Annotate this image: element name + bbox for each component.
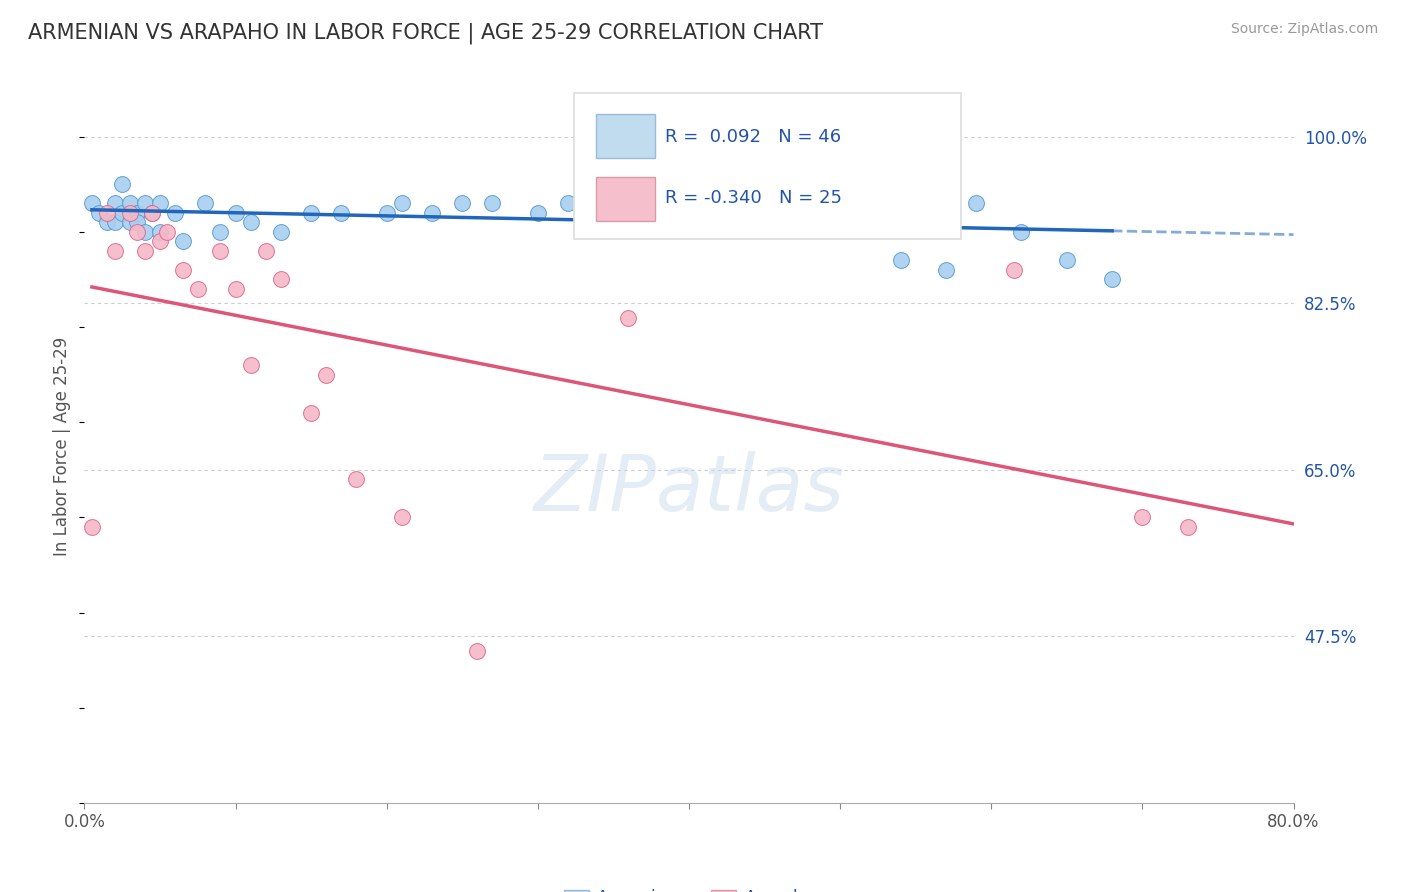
Point: [391, 196, 413, 211]
Point: [134, 196, 156, 211]
Point: [156, 225, 179, 239]
FancyBboxPatch shape: [574, 93, 962, 239]
Point: [557, 196, 579, 211]
Point: [239, 358, 262, 372]
Text: ARMENIAN VS ARAPAHO IN LABOR FORCE | AGE 25-29 CORRELATION CHART: ARMENIAN VS ARAPAHO IN LABOR FORCE | AGE…: [28, 22, 823, 44]
Point: [172, 235, 194, 249]
Point: [141, 206, 163, 220]
Point: [315, 368, 337, 382]
Point: [149, 196, 172, 211]
Point: [134, 225, 156, 239]
Point: [80, 196, 103, 211]
Point: [172, 263, 194, 277]
Point: [481, 196, 503, 211]
Point: [89, 206, 111, 220]
Text: ZIPatlas: ZIPatlas: [533, 450, 845, 527]
Point: [165, 206, 187, 220]
FancyBboxPatch shape: [596, 114, 655, 159]
Point: [127, 215, 149, 229]
Text: Source: ZipAtlas.com: Source: ZipAtlas.com: [1230, 22, 1378, 37]
Point: [375, 206, 398, 220]
Legend: Armenians, Arapaho: Armenians, Arapaho: [557, 882, 821, 892]
Point: [935, 263, 957, 277]
Point: [187, 282, 209, 296]
Point: [420, 206, 443, 220]
Point: [1177, 520, 1199, 534]
Point: [80, 520, 103, 534]
Point: [1101, 272, 1123, 286]
Point: [118, 215, 141, 229]
Point: [1011, 225, 1033, 239]
Point: [769, 186, 792, 201]
Point: [149, 235, 172, 249]
Point: [96, 215, 118, 229]
Point: [118, 196, 141, 211]
Point: [814, 196, 837, 211]
Point: [738, 215, 761, 229]
Point: [104, 244, 127, 258]
FancyBboxPatch shape: [596, 177, 655, 221]
Point: [194, 196, 217, 211]
Point: [391, 510, 413, 524]
Point: [104, 196, 127, 211]
Point: [467, 643, 489, 657]
Point: [451, 196, 474, 211]
Point: [127, 225, 149, 239]
Point: [330, 206, 353, 220]
Text: R =  0.092   N = 46: R = 0.092 N = 46: [665, 128, 841, 146]
Point: [270, 225, 292, 239]
Point: [617, 310, 640, 325]
Y-axis label: In Labor Force | Age 25-29: In Labor Force | Age 25-29: [53, 336, 72, 556]
Point: [104, 215, 127, 229]
Point: [299, 206, 322, 220]
Point: [299, 406, 322, 420]
Point: [527, 206, 550, 220]
Point: [678, 196, 700, 211]
Point: [118, 206, 141, 220]
Point: [225, 206, 247, 220]
Point: [127, 206, 149, 220]
Point: [965, 196, 987, 211]
Point: [709, 186, 731, 201]
Point: [111, 206, 134, 220]
Point: [225, 282, 247, 296]
Point: [1056, 253, 1078, 268]
Point: [149, 225, 172, 239]
Point: [1002, 263, 1025, 277]
Point: [209, 225, 232, 239]
Point: [254, 244, 277, 258]
Point: [633, 196, 655, 211]
Point: [141, 206, 163, 220]
Point: [134, 244, 156, 258]
Point: [602, 186, 624, 201]
Point: [270, 272, 292, 286]
Text: R = -0.340   N = 25: R = -0.340 N = 25: [665, 189, 842, 207]
Point: [346, 472, 368, 486]
Point: [890, 253, 912, 268]
Point: [1130, 510, 1153, 524]
Point: [111, 178, 134, 192]
Point: [209, 244, 232, 258]
Point: [239, 215, 262, 229]
Point: [96, 206, 118, 220]
Point: [844, 196, 866, 211]
